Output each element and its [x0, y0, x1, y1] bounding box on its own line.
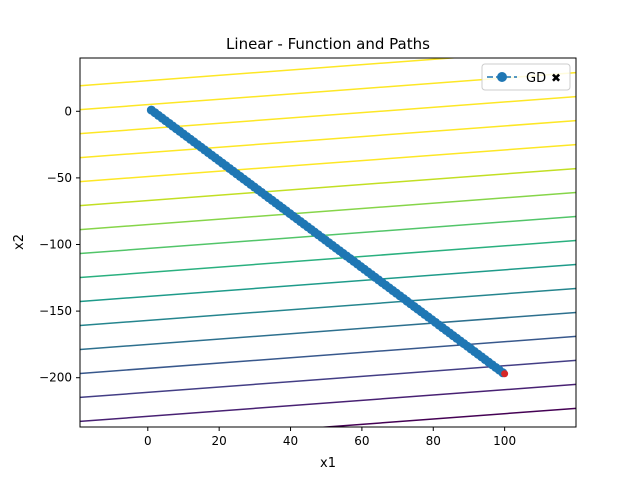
x-tick-label: 80 [426, 434, 441, 448]
y-tick-label: −100 [39, 237, 72, 251]
x-tick-label: 20 [212, 434, 227, 448]
contour-line [80, 287, 576, 327]
end-point-marker [501, 370, 509, 378]
contour-line [80, 143, 576, 183]
contour-line [80, 359, 576, 399]
chart-title: Linear - Function and Paths [226, 35, 430, 53]
x-tick-label: 100 [493, 434, 516, 448]
contour-line [80, 215, 576, 255]
x-axis-ticks: 0 20 40 60 80 100 [144, 427, 516, 448]
contour-lines [80, 58, 576, 427]
x-tick-label: 0 [144, 434, 152, 448]
contour-line [80, 119, 576, 159]
contour-line [80, 239, 576, 279]
contour-line [80, 95, 576, 135]
contour-line [80, 335, 576, 375]
y-axis-ticks: 0 −50 −100 −150 −200 [39, 104, 80, 385]
y-tick-label: −50 [47, 171, 72, 185]
y-axis-label: x2 [12, 234, 27, 250]
legend-end-symbol: ✖ [551, 71, 561, 85]
contour-line [80, 191, 576, 231]
plot-area-frame [79, 57, 577, 428]
x-tick-label: 60 [354, 434, 369, 448]
gd-path [146, 105, 509, 378]
contour-line [80, 167, 576, 207]
legend-box [481, 63, 571, 91]
y-tick-label: −150 [39, 304, 72, 318]
x-tick-label: 40 [283, 434, 298, 448]
legend-label-gd: GD [526, 71, 546, 86]
x-axis-label: x1 [320, 456, 336, 471]
contour-line [80, 383, 576, 423]
contour-line [80, 263, 576, 303]
legend: GD ✖ [481, 63, 571, 91]
contour-line [80, 311, 576, 351]
legend-marker-gd [497, 72, 507, 82]
y-tick-label: 0 [64, 104, 72, 118]
contour-line [80, 58, 462, 87]
y-tick-label: −200 [39, 371, 72, 385]
